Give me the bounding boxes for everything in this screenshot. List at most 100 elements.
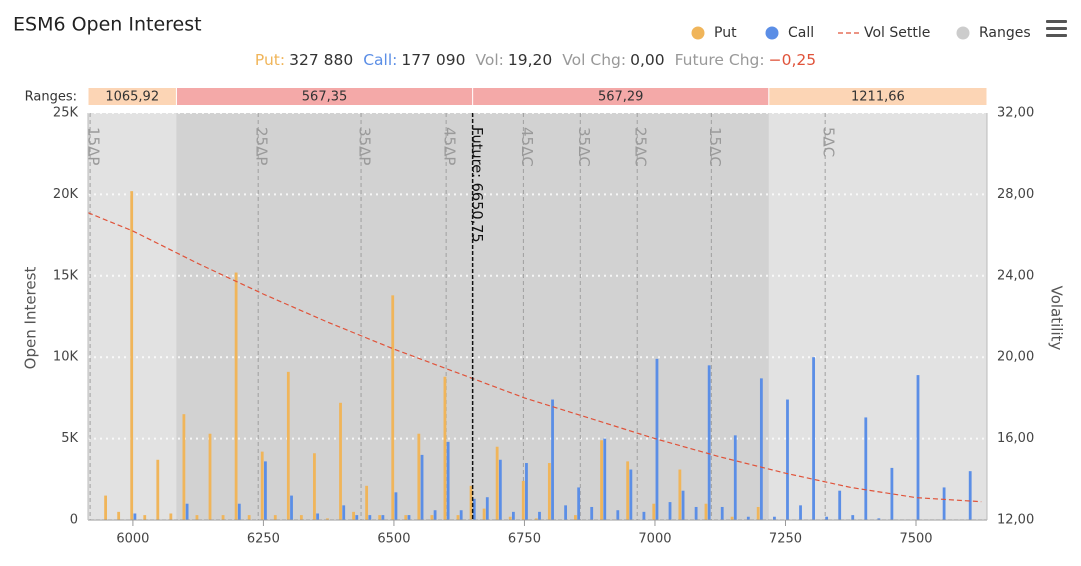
put-bar — [313, 453, 316, 520]
put-bar — [678, 469, 682, 520]
stat-label: Call: — [363, 51, 398, 69]
menu-bar[interactable] — [1046, 34, 1067, 37]
call-bar — [812, 357, 815, 520]
put-bar — [299, 515, 303, 520]
y-tick-label: 15K — [53, 268, 79, 283]
legend-item[interactable]: Put — [691, 25, 738, 41]
y2-axis-title: Volatility — [1048, 286, 1066, 351]
plot-area: 15ΔP 25ΔP 35ΔP 45ΔP 45ΔC 35ΔC 25ΔC 15ΔC 5ΔC — [88, 112, 987, 521]
x-tick-label: 6500 — [377, 532, 410, 547]
call-bar — [459, 510, 463, 520]
legend-item[interactable]: Ranges — [956, 25, 1031, 41]
call-bar — [525, 463, 528, 520]
y2-tick-label: 20,00 — [997, 350, 1034, 365]
legend: Put Call Vol Settle Ranges — [691, 25, 1031, 41]
call-bar — [746, 516, 750, 520]
delta-label: 45ΔC — [518, 127, 536, 167]
delta-label: 25ΔC — [632, 127, 650, 167]
put-bar — [326, 518, 329, 520]
y-tick-label: 10K — [53, 350, 79, 365]
put-bar — [417, 433, 421, 520]
call-bar — [838, 490, 842, 520]
x-tick-label: 6250 — [247, 532, 280, 547]
call-bar — [720, 506, 724, 520]
put-bar — [534, 518, 538, 520]
stat-label: Future Chg: — [674, 51, 765, 69]
range-label: 567,35 — [302, 90, 348, 105]
call-bar — [629, 469, 633, 520]
delta-label: 5ΔC — [820, 127, 838, 157]
legend-label: Call — [788, 25, 814, 41]
put-bar — [430, 515, 434, 520]
y2-tick-label: 24,00 — [997, 268, 1034, 283]
put-bar — [600, 440, 603, 520]
put-bar — [365, 485, 369, 520]
call-bar — [264, 461, 267, 520]
put-bar — [260, 451, 264, 520]
call-bar — [433, 510, 437, 520]
y-tick-label: 0 — [70, 513, 78, 528]
x-tick-label: 7250 — [769, 532, 802, 547]
legend-symbol — [956, 26, 970, 40]
call-bar — [825, 516, 829, 520]
legend-label: Vol Settle — [864, 25, 930, 41]
put-bar — [404, 515, 408, 520]
put-bar — [208, 433, 212, 520]
put-bar — [169, 513, 173, 520]
put-bar — [730, 516, 734, 520]
call-bar — [786, 399, 789, 520]
legend-item[interactable]: Call — [765, 25, 815, 41]
put-bar — [626, 461, 630, 520]
legend-symbol — [691, 26, 705, 40]
put-bar — [704, 503, 708, 520]
put-bar — [352, 511, 355, 520]
call-bar — [485, 497, 489, 520]
menu-button[interactable] — [1046, 20, 1067, 37]
put-bar — [130, 191, 134, 521]
y2-tick-label: 32,00 — [997, 106, 1034, 121]
call-bar — [446, 441, 450, 520]
call-bar — [577, 487, 581, 520]
y2-tick-label: 12,00 — [997, 513, 1034, 528]
call-bar — [799, 505, 802, 520]
call-bar — [642, 511, 646, 520]
put-bar — [143, 515, 147, 520]
range-label: 1065,92 — [105, 90, 159, 105]
call-bar — [707, 365, 711, 520]
future-label: Future: 6650,75 — [469, 127, 485, 243]
put-bar — [221, 515, 225, 520]
range-strip — [769, 88, 987, 105]
put-bar — [234, 272, 238, 520]
put-bar — [574, 515, 577, 520]
y2-tick-label: 16,00 — [997, 431, 1034, 446]
put-bar — [195, 515, 199, 520]
put-bar — [508, 516, 512, 520]
call-bar — [394, 492, 398, 520]
menu-bar[interactable] — [1046, 20, 1067, 23]
range-label: 567,29 — [598, 90, 644, 105]
call-bar — [877, 518, 881, 520]
legend-item[interactable]: Vol Settle — [838, 25, 930, 41]
put-bar — [456, 515, 460, 520]
put-bar — [286, 371, 290, 520]
put-bar — [156, 459, 160, 520]
x-tick-label: 6750 — [508, 532, 541, 547]
put-bar — [339, 402, 342, 520]
call-bar — [237, 503, 241, 520]
menu-bar[interactable] — [1046, 27, 1067, 30]
call-bar — [890, 467, 894, 520]
call-bar — [290, 495, 293, 520]
call-bar — [759, 378, 763, 520]
call-bar — [864, 417, 868, 520]
stat-label: Vol Chg: — [562, 51, 627, 69]
stat-value: −0,25 — [768, 51, 817, 69]
vol-settle-line — [88, 212, 982, 503]
call-bar — [564, 505, 568, 520]
stat-label: Put: — [254, 51, 286, 69]
call-bar — [355, 515, 359, 520]
call-bar — [616, 510, 620, 520]
put-bar — [756, 506, 760, 520]
legend-symbol — [765, 26, 779, 40]
